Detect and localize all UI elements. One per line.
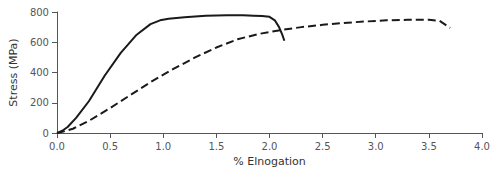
svg-text:200: 200	[30, 97, 49, 108]
svg-text:1.0: 1.0	[155, 141, 171, 152]
svg-text:% Elnogation: % Elnogation	[233, 155, 305, 168]
svg-text:3.0: 3.0	[368, 141, 384, 152]
svg-text:Stress (MPa): Stress (MPa)	[7, 38, 20, 106]
svg-text:600: 600	[30, 37, 49, 48]
svg-text:0.0: 0.0	[49, 141, 65, 152]
svg-text:2.0: 2.0	[262, 141, 278, 152]
svg-text:4.0: 4.0	[474, 141, 490, 152]
svg-text:400: 400	[30, 67, 49, 78]
svg-text:1.5: 1.5	[208, 141, 224, 152]
svg-text:2.5: 2.5	[315, 141, 331, 152]
svg-text:3.5: 3.5	[421, 141, 437, 152]
svg-text:800: 800	[30, 7, 49, 18]
svg-text:0: 0	[43, 128, 49, 139]
svg-text:0.5: 0.5	[102, 141, 118, 152]
